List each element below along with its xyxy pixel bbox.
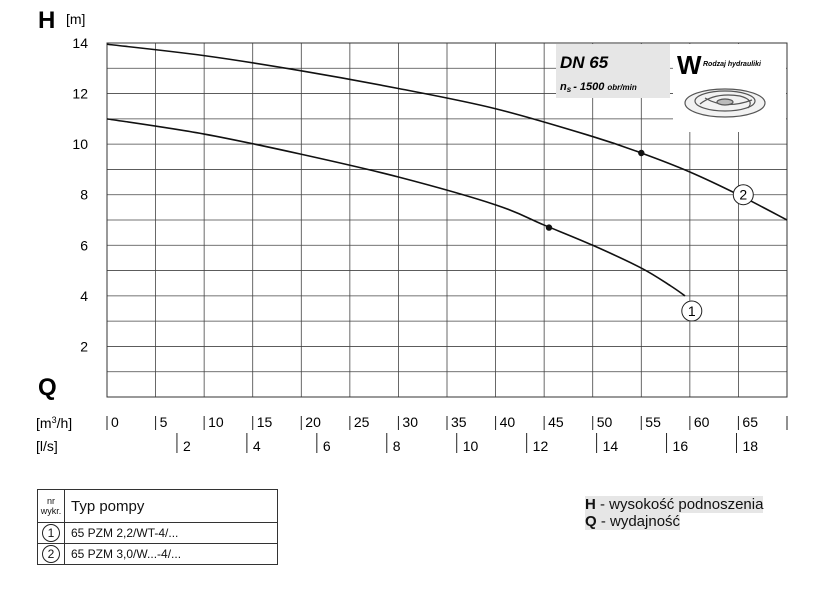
x-axis-symbol: Q	[38, 374, 57, 401]
x-primary-tick-label: 0	[111, 414, 119, 430]
x-primary-tick-label: 35	[451, 414, 467, 430]
x-secondary-tick-label: 12	[533, 438, 549, 454]
x-primary-tick-label: 30	[402, 414, 418, 430]
curve-2	[106, 43, 788, 221]
legend-q: Q - wydajność	[585, 513, 681, 530]
x-secondary-tick-label: 14	[603, 438, 619, 454]
hydraulics-label: Rodzaj hydrauliki	[703, 61, 762, 68]
x-primary-unit: [m3/h]	[36, 415, 72, 431]
curve-point-1	[545, 224, 553, 231]
table-row: 1 65 PZM 2,2/WT-4/...	[37, 522, 278, 544]
pump-type-table: nr wykr. Typ pompy 1 65 PZM 2,2/WT-4/... …	[37, 489, 278, 565]
y-tick-labels: 2 4 6 8 10 12 14	[72, 35, 88, 354]
y-tick-label: 8	[80, 187, 88, 203]
y-tick-label: 2	[80, 338, 88, 354]
x-axis-scales: 0 5 10 15 20 25 30 35 40 45 50 55 60 65 2 4 6 8 10 12 14 16 18	[106, 414, 788, 454]
x-primary-tick-label: 50	[597, 414, 613, 430]
x-primary-tick-label: 5	[160, 414, 168, 430]
y-tick-label: 10	[72, 136, 88, 152]
pump-type-cell: 65 PZM 3,0/W...-4/...	[64, 543, 278, 565]
x-primary-tick-label: 15	[257, 414, 273, 430]
curve-label-1: 1	[688, 303, 696, 319]
x-primary-tick-label: 20	[305, 414, 321, 430]
hydraulics-box: W Rodzaj hydrauliki	[673, 44, 786, 132]
x-secondary-tick-label: 4	[253, 438, 261, 454]
x-primary-tick-label: 25	[354, 414, 370, 430]
x-secondary-unit: [l/s]	[36, 438, 58, 454]
legend-h: H - wysokość podnoszenia	[585, 496, 764, 513]
y-tick-label: 14	[72, 35, 88, 51]
x-primary-tick-label: 40	[500, 414, 516, 430]
x-secondary-tick-label: 2	[183, 438, 191, 454]
x-primary-tick-label: 65	[742, 414, 758, 430]
table-header-row: nr wykr. Typ pompy	[37, 489, 278, 523]
y-tick-label: 4	[80, 288, 88, 304]
info-box: DN 65 ns - 1500 obr/min	[556, 44, 670, 98]
x-secondary-tick-label: 6	[323, 438, 331, 454]
y-axis-unit: [m]	[66, 11, 85, 27]
curve-label-2: 2	[739, 187, 747, 203]
hydraulics-letter: W	[677, 50, 702, 80]
x-primary-tick-label: 45	[548, 414, 564, 430]
curve-number-badge: 2	[42, 545, 60, 563]
x-primary-tick-label: 55	[645, 414, 661, 430]
curves: 12	[106, 43, 788, 322]
x-secondary-tick-label: 10	[463, 438, 479, 454]
header-nr: nr wykr.	[37, 489, 65, 523]
x-secondary-tick-label: 16	[673, 438, 689, 454]
curve-label-circle-2	[732, 184, 754, 206]
curve-label-circle-1	[681, 300, 703, 322]
x-primary-tick-label: 60	[694, 414, 710, 430]
header-type: Typ pompy	[64, 489, 278, 523]
speed-label: ns - 1500 obr/min	[560, 81, 637, 94]
table-row: 2 65 PZM 3,0/W...-4/...	[37, 543, 278, 565]
x-primary-tick-label: 10	[208, 414, 224, 430]
curve-number-badge: 1	[42, 524, 60, 542]
symbol-legend: H - wysokość podnoszenia Q - wydajność	[585, 496, 764, 530]
x-secondary-tick-label: 8	[393, 438, 401, 454]
y-tick-label: 12	[72, 86, 88, 102]
curve-point-2	[638, 149, 645, 157]
curve-1	[106, 118, 686, 297]
x-secondary-tick-label: 18	[742, 438, 758, 454]
y-tick-label: 6	[80, 237, 88, 253]
pump-type-cell: 65 PZM 2,2/WT-4/...	[64, 522, 278, 544]
model-label: DN 65	[560, 53, 609, 72]
y-axis-symbol: H	[38, 7, 55, 34]
impeller-icon	[684, 88, 766, 118]
